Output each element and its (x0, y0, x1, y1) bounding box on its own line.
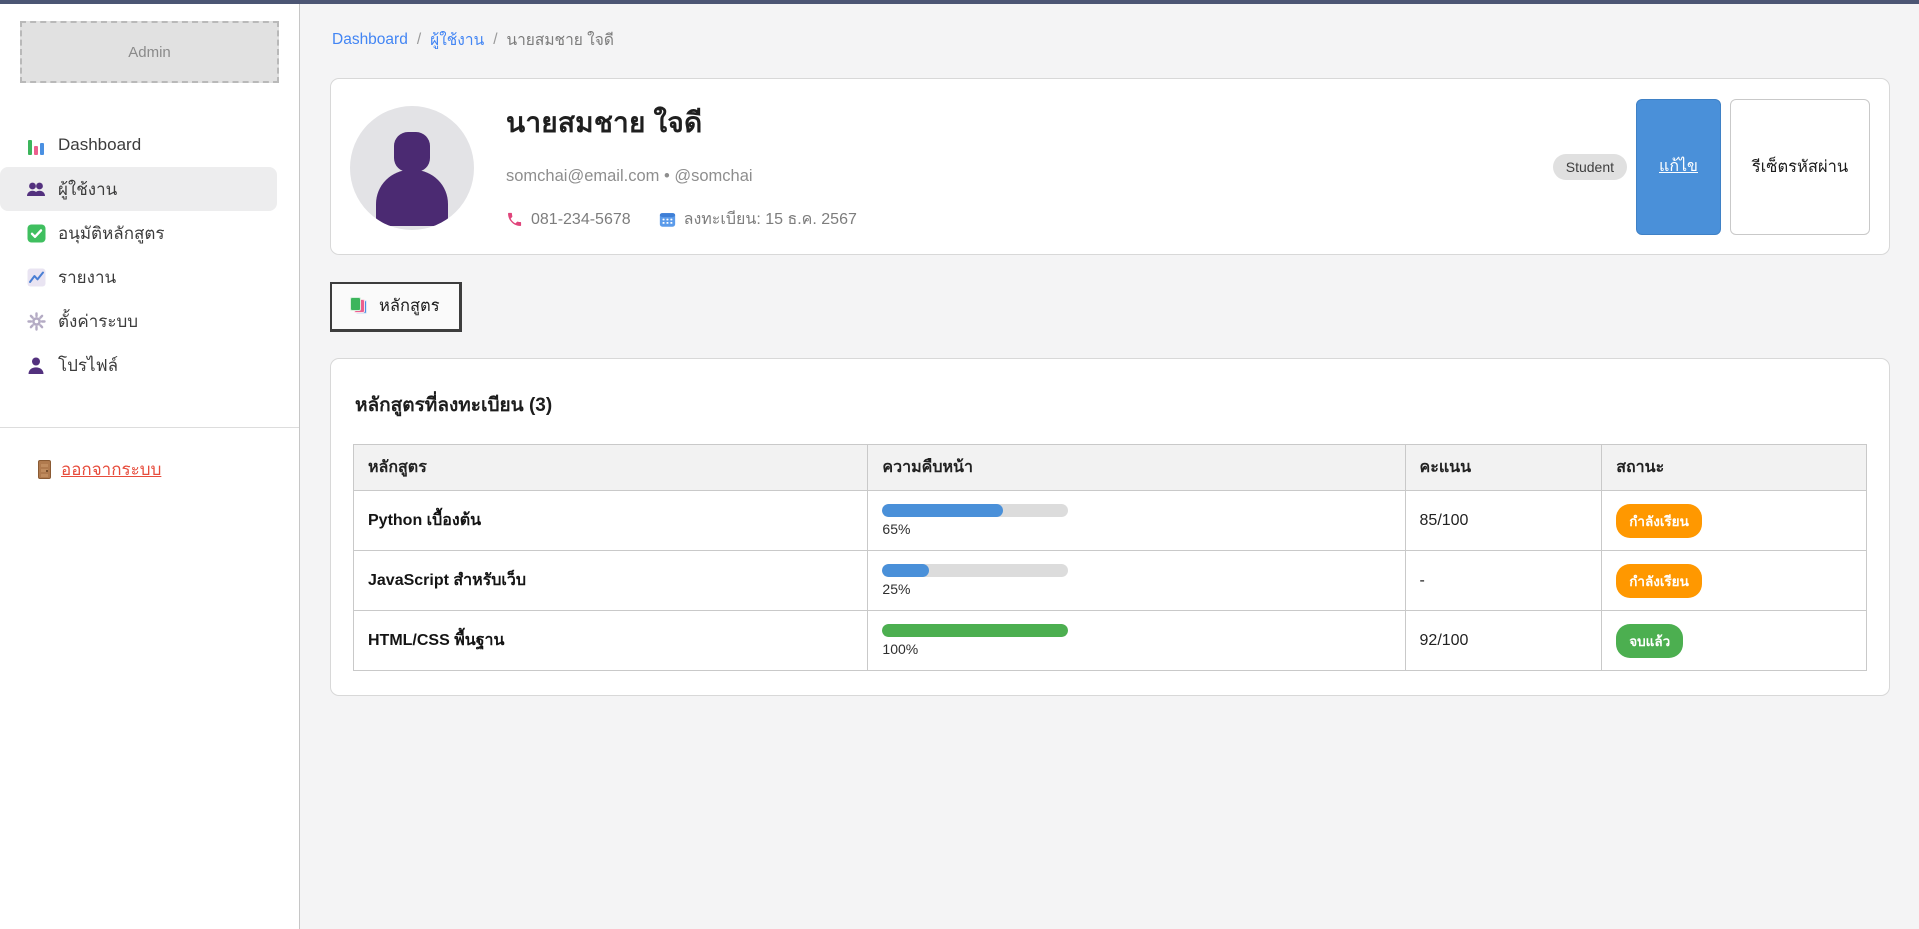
avatar-person-icon (394, 131, 430, 172)
enrolled-courses-card: หลักสูตรที่ลงทะเบียน (3) หลักสูตร ความคื… (330, 358, 1890, 696)
sidebar-item-profile[interactable]: โปรไฟล์ (0, 343, 277, 387)
course-name: HTML/CSS พื้นฐาน (368, 632, 505, 649)
progress-label: 100% (882, 641, 919, 657)
user-profile-card: นายสมชาย ใจดี somchai@email.com • @somch… (330, 78, 1890, 255)
dot-separator: • (663, 167, 670, 185)
sidebar-item-reports[interactable]: รายงาน (0, 255, 277, 299)
header-progress: ความคืบหน้า (867, 444, 1406, 491)
breadcrumb: Dashboard / ผู้ใช้งาน / นายสมชาย ใจดี (332, 27, 1890, 52)
progress-bar (882, 504, 1069, 517)
logout-label: ออกจากระบบ (61, 460, 162, 479)
header-score: คะแนน (1404, 444, 1603, 491)
status-badge: กำลังเรียน (1616, 563, 1702, 598)
tab-courses-label: หลักสูตร (379, 297, 440, 315)
status-badge: จบแล้ว (1616, 623, 1684, 658)
breadcrumb-separator: / (416, 30, 422, 48)
books-icon (349, 297, 369, 315)
course-name: JavaScript สำหรับเว็บ (368, 572, 527, 589)
registration-meta: ลงทะเบียน: 15 ธ.ค. 2567 (659, 207, 857, 232)
admin-logo-label: Admin (128, 43, 171, 61)
logout-link[interactable]: ออกจากระบบ (38, 456, 161, 483)
edit-user-button[interactable]: แก้ไข (1636, 98, 1721, 235)
avatar (350, 105, 474, 230)
approve-check-icon (26, 223, 46, 243)
progress-label: 25% (882, 581, 911, 597)
body-row: Admin Dashboard ผู้ใช้งาน (0, 4, 1919, 929)
sidebar-item-label: ผู้ใช้งาน (58, 179, 118, 199)
course-score: 92/100 (1419, 631, 1469, 649)
table-row: HTML/CSS พื้นฐาน 100% 92/100 จบแล้ว (352, 610, 1867, 671)
header-course: หลักสูตร (352, 444, 869, 491)
user-handle: @somchai (674, 167, 753, 185)
reports-chart-icon (26, 267, 46, 287)
sidebar-divider (0, 427, 299, 428)
user-email-handle: somchai@email.com • @somchai (506, 167, 857, 186)
progress-label: 65% (882, 521, 911, 537)
sidebar-item-users[interactable]: ผู้ใช้งาน (0, 167, 277, 211)
courses-card-title: หลักสูตรที่ลงทะเบียน (3) (355, 395, 553, 416)
logout-door-icon (38, 460, 51, 479)
tab-courses[interactable]: หลักสูตร (330, 282, 462, 332)
sidebar-item-approve-courses[interactable]: อนุมัติหลักสูตร (0, 211, 277, 255)
main-content: Dashboard / ผู้ใช้งาน / นายสมชาย ใจดี นา… (300, 4, 1919, 929)
phone-meta: 081-234-5678 (506, 211, 631, 229)
sidebar-nav: Dashboard ผู้ใช้งาน อนุมัติหลักสูตร (0, 123, 299, 387)
courses-table: หลักสูตร ความคืบหน้า คะแนน สถานะ Python … (352, 444, 1867, 671)
profile-person-icon (26, 355, 46, 375)
status-badge: กำลังเรียน (1616, 503, 1702, 538)
breadcrumb-link-users[interactable]: ผู้ใช้งาน (430, 32, 485, 49)
header-status: สถานะ (1601, 444, 1867, 491)
table-row: Python เบื้องต้น 65% 85/100 กำลังเรียน (352, 490, 1867, 551)
admin-logo-box: Admin (20, 21, 279, 83)
table-header-row: หลักสูตร ความคืบหน้า คะแนน สถานะ (352, 444, 1867, 491)
breadcrumb-current-user: นายสมชาย ใจดี (506, 32, 614, 49)
breadcrumb-separator: / (493, 30, 498, 48)
tab-bar: หลักสูตร (330, 282, 1890, 332)
sidebar-item-label: อนุมัติหลักสูตร (58, 223, 165, 243)
sidebar-item-settings[interactable]: ตั้งค่าระบบ (0, 299, 277, 343)
calendar-icon (659, 213, 675, 227)
sidebar-item-label: โปรไฟล์ (58, 355, 119, 375)
progress-bar (882, 624, 1069, 637)
settings-gear-icon (26, 311, 46, 331)
users-icon (26, 179, 46, 199)
sidebar-item-label: ตั้งค่าระบบ (58, 311, 139, 331)
course-score: 85/100 (1419, 511, 1469, 529)
course-name: Python เบื้องต้น (368, 512, 482, 529)
progress-bar (882, 564, 1069, 577)
sidebar: Admin Dashboard ผู้ใช้งาน (0, 4, 300, 929)
profile-meta-row: 081-234-5678 ลงทะเบียน: 15 ธ.ค. 2567 (506, 207, 857, 232)
sidebar-item-label: Dashboard (58, 135, 142, 154)
phone-icon (508, 212, 522, 226)
user-phone: 081-234-5678 (531, 210, 631, 228)
dashboard-icon (26, 135, 46, 155)
registration-date: ลงทะเบียน: 15 ธ.ค. 2567 (683, 211, 857, 228)
table-row: JavaScript สำหรับเว็บ 25% - กำลังเรียน (352, 550, 1867, 611)
user-email: somchai@email.com (506, 167, 660, 185)
sidebar-item-label: รายงาน (58, 267, 117, 287)
profile-actions: Student แก้ไข รีเซ็ตรหัสผ่าน (1552, 95, 1870, 238)
breadcrumb-link-dashboard[interactable]: Dashboard (332, 30, 408, 48)
reset-password-button[interactable]: รีเซ็ตรหัสผ่าน (1730, 98, 1870, 235)
top-accent-bar (0, 0, 1919, 4)
sidebar-item-dashboard[interactable]: Dashboard (0, 123, 277, 167)
profile-info: นายสมชาย ใจดี somchai@email.com • @somch… (506, 101, 857, 232)
course-score: - (1419, 571, 1425, 589)
user-full-name: นายสมชาย ใจดี (506, 107, 703, 138)
role-badge: Student (1552, 153, 1627, 180)
